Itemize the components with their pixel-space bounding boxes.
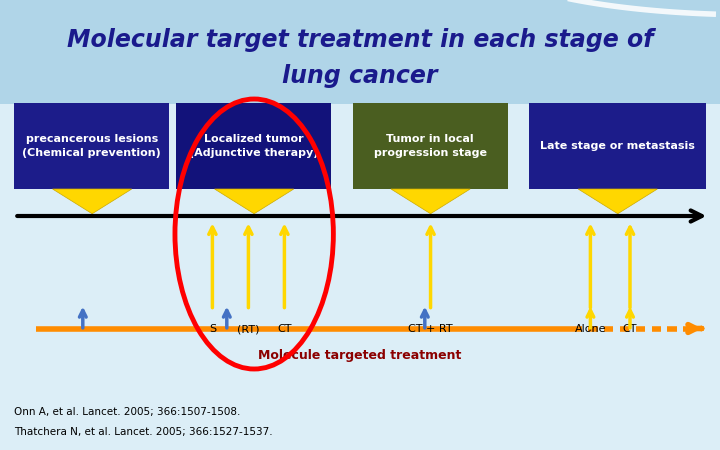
Text: lung cancer: lung cancer bbox=[282, 64, 438, 89]
Polygon shape bbox=[578, 189, 657, 214]
Bar bbox=[0, 104, 720, 450]
Polygon shape bbox=[53, 189, 132, 214]
Bar bbox=[14, 104, 169, 189]
Text: Molecular target treatment in each stage of: Molecular target treatment in each stage… bbox=[67, 28, 653, 53]
Text: Thatchera N, et al. Lancet. 2005; 366:1527-1537.: Thatchera N, et al. Lancet. 2005; 366:15… bbox=[14, 427, 273, 437]
Bar bbox=[529, 104, 706, 189]
Text: Tumor in local
progression stage: Tumor in local progression stage bbox=[374, 134, 487, 158]
Bar bbox=[353, 104, 508, 189]
Bar bbox=[176, 104, 331, 189]
Polygon shape bbox=[215, 189, 294, 214]
Text: CT: CT bbox=[277, 324, 292, 334]
Text: (RT): (RT) bbox=[237, 324, 260, 334]
Text: precancerous lesions
(Chemical prevention): precancerous lesions (Chemical preventio… bbox=[22, 134, 161, 158]
Text: Localized tumor
(Adjunctive therapy): Localized tumor (Adjunctive therapy) bbox=[189, 134, 318, 158]
Text: Onn A, et al. Lancet. 2005; 366:1507-1508.: Onn A, et al. Lancet. 2005; 366:1507-150… bbox=[14, 407, 240, 417]
Text: Molecule targeted treatment: Molecule targeted treatment bbox=[258, 349, 462, 362]
Bar bbox=[0, 0, 720, 104]
Text: Late stage or metastasis: Late stage or metastasis bbox=[540, 141, 695, 151]
Polygon shape bbox=[391, 189, 470, 214]
Text: CT + RT: CT + RT bbox=[408, 324, 453, 334]
Text: S: S bbox=[209, 324, 216, 334]
Text: CT: CT bbox=[623, 324, 637, 334]
Text: Alone: Alone bbox=[575, 324, 606, 334]
